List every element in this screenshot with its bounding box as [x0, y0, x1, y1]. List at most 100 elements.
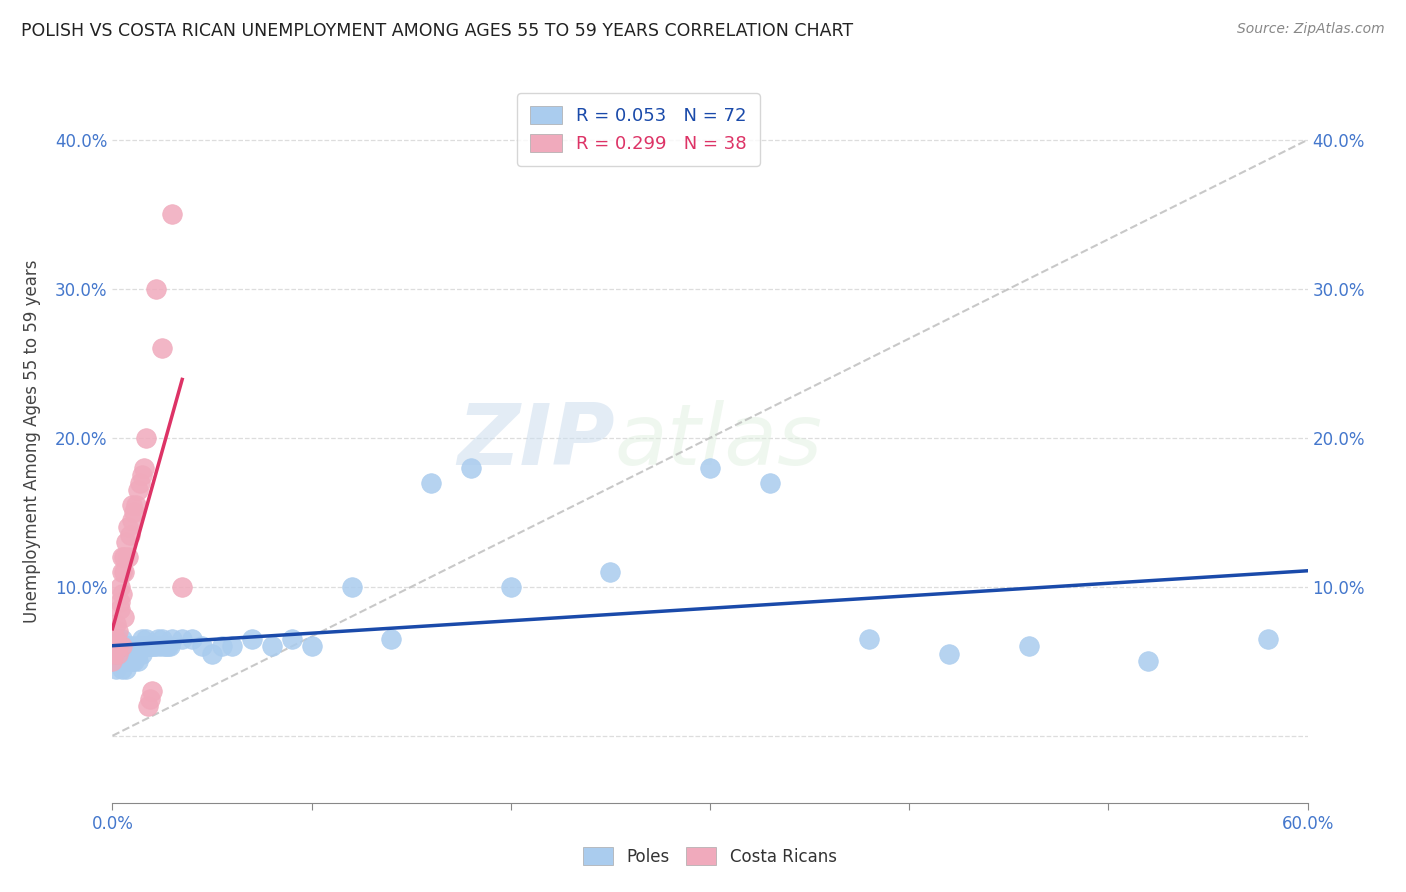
- Point: [134, 640, 156, 654]
- Point: [114, 549, 135, 564]
- Point: [117, 654, 139, 668]
- Point: [134, 460, 156, 475]
- Point: [148, 632, 170, 646]
- Point: [150, 632, 173, 646]
- Point: [420, 475, 443, 490]
- Point: [103, 642, 125, 657]
- Point: [211, 640, 233, 654]
- Text: atlas: atlas: [614, 400, 823, 483]
- Point: [172, 580, 194, 594]
- Point: [127, 647, 149, 661]
- Point: [105, 662, 128, 676]
- Point: [111, 654, 134, 668]
- Point: [162, 207, 183, 221]
- Point: [120, 647, 142, 661]
- Point: [111, 662, 134, 676]
- Point: [240, 632, 263, 646]
- Point: [121, 647, 143, 661]
- Point: [121, 498, 143, 512]
- Point: [153, 640, 176, 654]
- Point: [114, 647, 135, 661]
- Point: [110, 595, 132, 609]
- Point: [172, 632, 194, 646]
- Point: [115, 662, 138, 676]
- Point: [150, 342, 173, 356]
- Point: [1257, 632, 1279, 646]
- Point: [191, 640, 214, 654]
- Point: [131, 468, 153, 483]
- Point: [141, 640, 163, 654]
- Point: [1018, 640, 1040, 654]
- Point: [139, 691, 162, 706]
- Point: [114, 609, 135, 624]
- Point: [105, 632, 128, 646]
- Point: [115, 640, 138, 654]
- Point: [281, 632, 304, 646]
- Point: [129, 475, 152, 490]
- Point: [221, 640, 243, 654]
- Point: [125, 640, 148, 654]
- Point: [110, 640, 132, 654]
- Text: POLISH VS COSTA RICAN UNEMPLOYMENT AMONG AGES 55 TO 59 YEARS CORRELATION CHART: POLISH VS COSTA RICAN UNEMPLOYMENT AMONG…: [21, 22, 853, 40]
- Point: [107, 647, 129, 661]
- Point: [124, 505, 146, 519]
- Point: [599, 565, 621, 579]
- Point: [107, 624, 129, 639]
- Text: Source: ZipAtlas.com: Source: ZipAtlas.com: [1237, 22, 1385, 37]
- Point: [110, 580, 132, 594]
- Point: [107, 640, 129, 654]
- Point: [120, 527, 142, 541]
- Point: [135, 431, 157, 445]
- Point: [139, 640, 162, 654]
- Point: [125, 647, 148, 661]
- Point: [201, 647, 224, 661]
- Point: [110, 647, 132, 661]
- Point: [301, 640, 323, 654]
- Point: [499, 580, 522, 594]
- Point: [121, 654, 143, 668]
- Point: [759, 475, 782, 490]
- Point: [111, 647, 134, 661]
- Point: [340, 580, 363, 594]
- Point: [111, 640, 134, 654]
- Point: [117, 549, 139, 564]
- Point: [145, 282, 167, 296]
- Point: [101, 647, 124, 661]
- Point: [107, 632, 129, 646]
- Point: [138, 640, 160, 654]
- Point: [114, 565, 135, 579]
- Point: [938, 647, 960, 661]
- Point: [110, 602, 132, 616]
- Point: [115, 535, 138, 549]
- Point: [1137, 654, 1160, 668]
- Point: [103, 640, 125, 654]
- Point: [111, 549, 134, 564]
- Point: [127, 483, 149, 497]
- Point: [141, 684, 163, 698]
- Point: [111, 587, 134, 601]
- Point: [111, 632, 134, 646]
- Point: [105, 617, 128, 632]
- Point: [858, 632, 880, 646]
- Point: [159, 640, 181, 654]
- Point: [460, 460, 482, 475]
- Point: [135, 632, 157, 646]
- Point: [260, 640, 283, 654]
- Point: [110, 654, 132, 668]
- Point: [143, 640, 166, 654]
- Point: [181, 632, 204, 646]
- Point: [114, 640, 135, 654]
- Point: [162, 632, 183, 646]
- Point: [115, 647, 138, 661]
- Point: [101, 654, 124, 668]
- Legend: Poles, Costa Ricans: Poles, Costa Ricans: [575, 839, 845, 874]
- Point: [131, 632, 153, 646]
- Point: [138, 698, 160, 713]
- Point: [155, 640, 177, 654]
- Point: [117, 520, 139, 534]
- Point: [125, 498, 148, 512]
- Text: ZIP: ZIP: [457, 400, 614, 483]
- Point: [129, 640, 152, 654]
- Y-axis label: Unemployment Among Ages 55 to 59 years: Unemployment Among Ages 55 to 59 years: [24, 260, 41, 624]
- Point: [699, 460, 721, 475]
